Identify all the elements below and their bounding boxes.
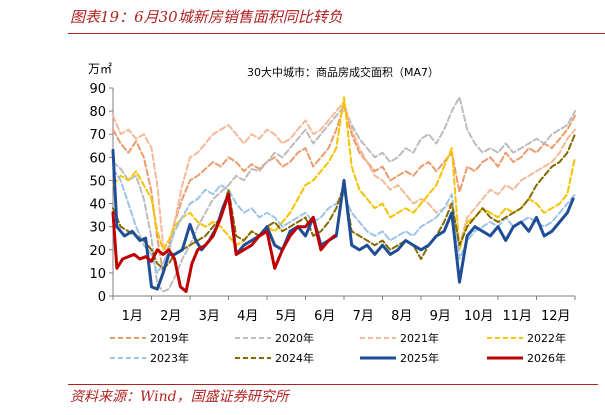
legend-item: 2026年 [487, 351, 566, 365]
legend-item: 2025年 [360, 351, 439, 365]
legend-item: 2024年 [235, 351, 314, 365]
x-tick-label: 2月 [160, 309, 181, 324]
x-tick-label: 9月 [430, 309, 451, 324]
legend-label: 2024年 [275, 351, 314, 365]
legend-label: 2021年 [400, 331, 439, 345]
y-tick-label: 0 [98, 290, 106, 305]
source-rule [68, 384, 598, 385]
figure-title: 图表19：6月30城新房销售面积同比转负 [70, 8, 343, 26]
x-tick-label: 4月 [237, 309, 258, 324]
y-tick-label: 60 [89, 151, 106, 166]
legend-label: 2025年 [400, 351, 439, 365]
legend-label: 2022年 [527, 331, 566, 345]
legend-item: 2021年 [360, 331, 439, 345]
series-line-2 [112, 96, 576, 293]
chart-title: 30大中城市：商品房成交面积（MA7） [247, 65, 439, 79]
x-tick-label: 8月 [391, 309, 412, 324]
x-tick-label: 12月 [541, 309, 571, 324]
legend: 2019年 2020年 2021年 2022年 2023年 2024年 2025年 2026年 [110, 331, 566, 365]
source-note: 资料来源：Wind，国盛证券研究所 [70, 389, 289, 405]
unit-label: 万㎡ [88, 62, 112, 76]
legend-item: 2023年 [110, 351, 189, 365]
series-line-8 [111, 192, 336, 293]
x-tick-label: 3月 [199, 309, 220, 324]
y-tick-label: 40 [89, 198, 106, 213]
title-rule [68, 33, 598, 34]
legend-item: 2020年 [235, 331, 314, 345]
y-tick-label: 20 [89, 244, 106, 259]
x-tick-label: 1月 [122, 309, 143, 324]
legend-item: 2022年 [487, 331, 566, 345]
x-tick-label: 11月 [502, 309, 532, 324]
x-tick-label: 6月 [314, 309, 335, 324]
series-layer [111, 96, 576, 293]
y-tick-label: 70 [89, 128, 106, 143]
legend-label: 2023年 [150, 351, 189, 365]
axes: 0 10 20 30 40 50 60 70 80 90 1月 2月 3月 4月 5月 6月 7月 8月 9月 10月… [89, 82, 576, 324]
x-tick-label: 7月 [353, 309, 374, 324]
y-tick-label: 10 [89, 267, 106, 282]
series-line-3 [112, 100, 576, 256]
y-tick-label: 30 [89, 221, 106, 236]
legend-item: 2019年 [110, 331, 189, 345]
series-line-1 [112, 105, 576, 274]
x-tick-label: 10月 [464, 309, 494, 324]
y-tick-label: 80 [89, 105, 106, 120]
x-tick-label: 5月 [276, 309, 297, 324]
y-tick-label: 90 [89, 82, 106, 97]
legend-label: 2019年 [150, 331, 189, 345]
legend-label: 2026年 [527, 351, 566, 365]
series-line-4 [112, 96, 576, 251]
legend-label: 2020年 [275, 331, 314, 345]
title-rule-extension [588, 33, 605, 34]
y-tick-label: 50 [89, 174, 106, 189]
